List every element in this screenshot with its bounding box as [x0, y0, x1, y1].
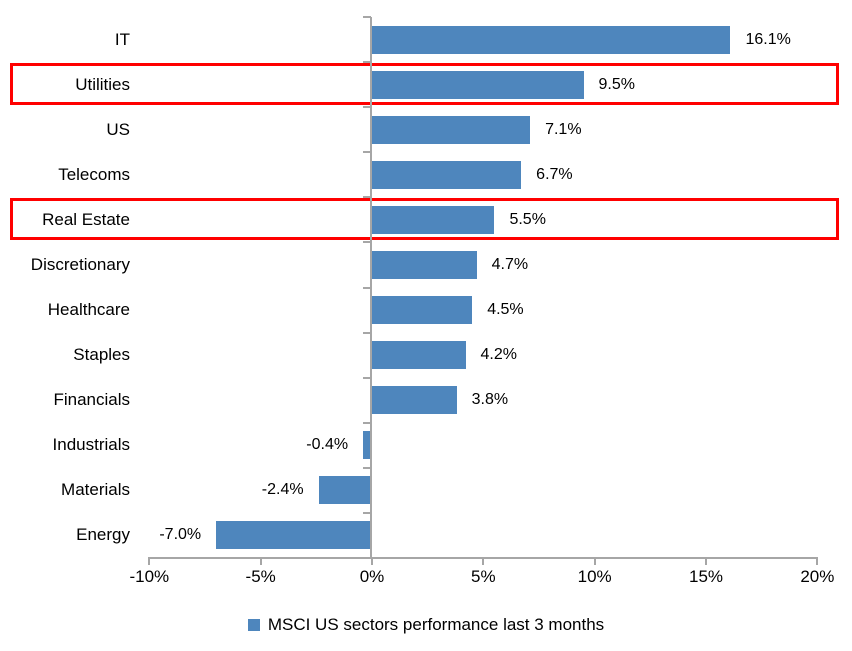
- category-axis-tick: [363, 106, 371, 109]
- category-axis-tick: [363, 286, 371, 289]
- category-axis-tick: [363, 61, 371, 64]
- x-axis-tick: [593, 559, 596, 565]
- bar: [318, 476, 372, 505]
- highlight-box: [10, 198, 839, 241]
- bar: [363, 431, 372, 460]
- x-tick-label: -5%: [245, 567, 276, 586]
- x-axis-tick: [148, 559, 151, 565]
- category-axis-tick: [363, 421, 371, 424]
- value-label: 16.1%: [745, 30, 791, 48]
- category-label: Staples: [73, 345, 130, 365]
- category-label: IT: [114, 29, 130, 49]
- legend-marker-icon: [247, 619, 260, 631]
- value-label: 9.5%: [598, 75, 635, 93]
- bar: [372, 115, 531, 144]
- x-tick-label: 0%: [359, 567, 385, 586]
- bar: [372, 160, 522, 189]
- category-label: Real Estate: [42, 209, 130, 229]
- value-label: 4.7%: [491, 255, 529, 273]
- category-axis-tick: [363, 196, 371, 199]
- x-tick-label: 5%: [471, 567, 496, 586]
- value-label: 6.7%: [536, 165, 573, 183]
- value-label: 3.8%: [471, 391, 509, 409]
- legend-label: MSCI US sectors performance last 3 month…: [267, 615, 605, 634]
- value-label: 5.5%: [509, 210, 546, 228]
- category-axis-tick: [363, 241, 371, 244]
- x-tick-label: 10%: [577, 567, 612, 586]
- category-label: US: [106, 119, 130, 139]
- value-label: -0.4%: [306, 436, 349, 454]
- bar: [216, 521, 372, 550]
- category-label: Industrials: [52, 435, 130, 455]
- value-label: 4.2%: [480, 346, 517, 364]
- bar: [372, 205, 495, 234]
- category-label: Financials: [53, 390, 130, 410]
- category-axis-tick: [363, 466, 371, 469]
- category-axis-tick: [363, 16, 371, 18]
- legend: MSCI US sectors performance last 3 month…: [0, 612, 852, 638]
- bar: [372, 25, 731, 54]
- category-axis-line: [370, 17, 372, 558]
- category-axis-tick: [363, 151, 371, 154]
- x-tick-label: -10%: [129, 567, 170, 586]
- category-axis-tick: [363, 376, 371, 379]
- category-axis-tick: [363, 511, 371, 514]
- highlight-box: [10, 63, 839, 106]
- bar: [372, 70, 584, 99]
- category-label: Materials: [61, 480, 130, 500]
- value-label: -7.0%: [159, 526, 202, 544]
- category-label: Telecoms: [58, 164, 130, 184]
- value-label: 7.1%: [545, 120, 582, 138]
- value-label: -2.4%: [261, 481, 304, 499]
- x-axis-tick: [705, 559, 707, 565]
- x-tick-label: 20%: [800, 567, 835, 586]
- category-axis-tick: [363, 331, 371, 334]
- bar: [372, 341, 466, 370]
- bar: [372, 296, 473, 325]
- x-axis-tick: [259, 559, 262, 565]
- x-axis-tick: [816, 559, 819, 565]
- value-label: 4.5%: [487, 301, 524, 319]
- bar: [372, 250, 477, 279]
- x-axis-tick: [371, 559, 373, 565]
- x-axis-tick: [482, 559, 485, 565]
- x-axis-line: [148, 557, 819, 559]
- category-label: Energy: [76, 525, 130, 545]
- category-label: Utilities: [75, 74, 130, 94]
- category-label: Healthcare: [47, 300, 130, 320]
- category-label: Discretionary: [30, 254, 130, 274]
- x-tick-label: 15%: [688, 567, 724, 586]
- bar: [372, 386, 457, 415]
